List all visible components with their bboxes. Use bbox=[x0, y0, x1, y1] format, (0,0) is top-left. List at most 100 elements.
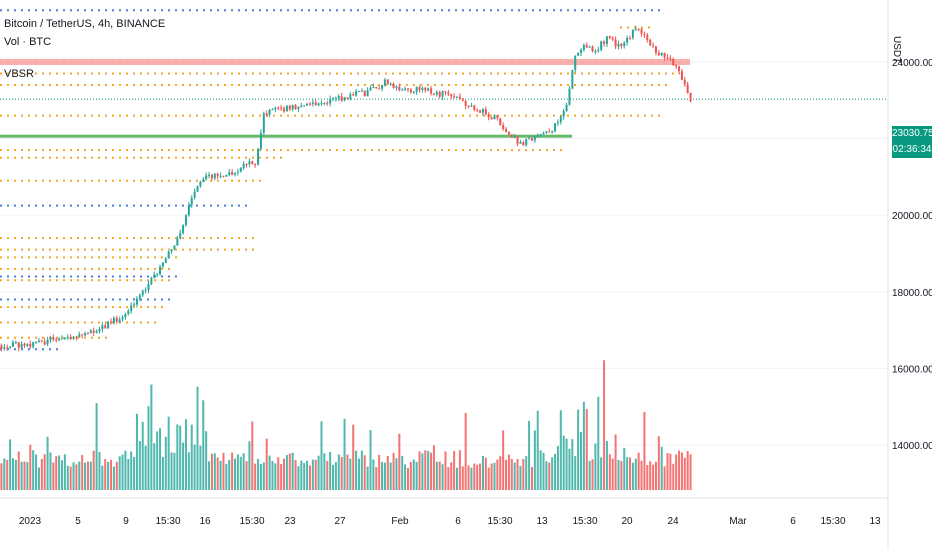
candle-body[interactable] bbox=[672, 58, 675, 66]
candle-body[interactable] bbox=[184, 215, 187, 225]
candle-body[interactable] bbox=[199, 181, 202, 187]
candle-body[interactable] bbox=[81, 334, 84, 336]
candle-body[interactable] bbox=[424, 87, 427, 91]
candle-body[interactable] bbox=[389, 83, 392, 85]
candle-body[interactable] bbox=[311, 102, 314, 104]
candle-body[interactable] bbox=[404, 88, 407, 90]
candle-body[interactable] bbox=[193, 191, 196, 198]
candle-body[interactable] bbox=[340, 96, 343, 101]
candle-body[interactable] bbox=[551, 131, 554, 133]
candle-body[interactable] bbox=[591, 46, 594, 52]
candle-body[interactable] bbox=[643, 33, 646, 35]
candle-body[interactable] bbox=[369, 87, 372, 91]
candle-body[interactable] bbox=[554, 123, 557, 132]
candle-body[interactable] bbox=[571, 69, 574, 89]
candle-body[interactable] bbox=[381, 85, 384, 89]
candle-body[interactable] bbox=[349, 94, 352, 99]
candle-body[interactable] bbox=[92, 330, 95, 333]
symbol-title[interactable]: Bitcoin / TetherUS, 4h, BINANCE bbox=[4, 18, 166, 30]
candle-body[interactable] bbox=[585, 44, 588, 48]
candle-body[interactable] bbox=[49, 337, 52, 340]
candle-body[interactable] bbox=[231, 172, 234, 175]
candle-body[interactable] bbox=[600, 41, 603, 50]
candle-body[interactable] bbox=[502, 125, 505, 129]
candle-body[interactable] bbox=[663, 52, 666, 58]
candle-body[interactable] bbox=[453, 96, 456, 98]
candle-body[interactable] bbox=[167, 251, 170, 259]
candle-body[interactable] bbox=[579, 49, 583, 53]
candle-body[interactable] bbox=[614, 39, 617, 47]
candle-body[interactable] bbox=[242, 164, 245, 168]
candle-body[interactable] bbox=[597, 49, 600, 52]
candle-body[interactable] bbox=[314, 102, 317, 106]
candle-body[interactable] bbox=[669, 57, 672, 59]
candle-body[interactable] bbox=[649, 39, 652, 46]
candle-body[interactable] bbox=[245, 164, 248, 166]
candle-body[interactable] bbox=[634, 29, 637, 31]
candle-body[interactable] bbox=[164, 258, 167, 263]
candle-body[interactable] bbox=[536, 135, 539, 137]
candle-body[interactable] bbox=[104, 325, 107, 329]
candle-body[interactable] bbox=[52, 337, 55, 340]
candle-body[interactable] bbox=[254, 164, 257, 166]
candle-body[interactable] bbox=[421, 87, 424, 90]
candle-body[interactable] bbox=[620, 43, 623, 47]
candle-body[interactable] bbox=[686, 84, 689, 93]
candle-body[interactable] bbox=[259, 132, 262, 149]
candle-body[interactable] bbox=[530, 138, 533, 141]
candle-body[interactable] bbox=[487, 114, 490, 118]
vbsr-indicator-label[interactable]: VBSR bbox=[4, 68, 34, 80]
candle-body[interactable] bbox=[63, 338, 66, 340]
candle-body[interactable] bbox=[32, 342, 35, 347]
candle-body[interactable] bbox=[297, 106, 300, 109]
candle-body[interactable] bbox=[121, 317, 124, 320]
candle-body[interactable] bbox=[320, 103, 323, 105]
candle-body[interactable] bbox=[306, 103, 309, 106]
candle-body[interactable] bbox=[153, 274, 156, 278]
candle-body[interactable] bbox=[6, 347, 9, 349]
candle-body[interactable] bbox=[484, 109, 487, 115]
candle-body[interactable] bbox=[236, 171, 239, 173]
candle-body[interactable] bbox=[133, 304, 136, 306]
candle-body[interactable] bbox=[383, 79, 386, 86]
candle-body[interactable] bbox=[176, 238, 179, 246]
candle-body[interactable] bbox=[657, 52, 660, 56]
candle-body[interactable] bbox=[43, 341, 46, 345]
candle-body[interactable] bbox=[262, 113, 265, 133]
candle-body[interactable] bbox=[303, 105, 306, 107]
candle-body[interactable] bbox=[20, 343, 23, 348]
candle-body[interactable] bbox=[29, 343, 32, 347]
candle-body[interactable] bbox=[401, 89, 404, 91]
candle-body[interactable] bbox=[343, 97, 346, 101]
candle-body[interactable] bbox=[493, 115, 496, 120]
candle-body[interactable] bbox=[588, 46, 591, 48]
candle-body[interactable] bbox=[60, 338, 64, 340]
candle-body[interactable] bbox=[23, 343, 26, 346]
candle-body[interactable] bbox=[14, 342, 17, 344]
candle-body[interactable] bbox=[352, 94, 355, 96]
candle-body[interactable] bbox=[161, 262, 164, 267]
volume-indicator-label[interactable]: Vol · BTC bbox=[4, 36, 52, 48]
candle-body[interactable] bbox=[326, 102, 329, 104]
candle-body[interactable] bbox=[519, 142, 522, 144]
candle-body[interactable] bbox=[208, 174, 211, 176]
candle-body[interactable] bbox=[101, 325, 104, 329]
candle-body[interactable] bbox=[294, 105, 297, 109]
candle-body[interactable] bbox=[156, 274, 159, 276]
candle-body[interactable] bbox=[548, 131, 551, 133]
candle-body[interactable] bbox=[274, 107, 277, 110]
candle-body[interactable] bbox=[69, 337, 72, 339]
candle-body[interactable] bbox=[375, 86, 378, 89]
candle-body[interactable] bbox=[107, 321, 110, 329]
candle-body[interactable] bbox=[98, 328, 101, 332]
candle-body[interactable] bbox=[565, 104, 568, 112]
candle-body[interactable] bbox=[190, 197, 193, 205]
candle-body[interactable] bbox=[689, 92, 692, 102]
candle-body[interactable] bbox=[395, 86, 398, 89]
candle-body[interactable] bbox=[9, 346, 12, 348]
candle-body[interactable] bbox=[450, 94, 453, 97]
candle-body[interactable] bbox=[594, 51, 597, 53]
candle-body[interactable] bbox=[438, 92, 441, 97]
candle-body[interactable] bbox=[277, 107, 280, 109]
